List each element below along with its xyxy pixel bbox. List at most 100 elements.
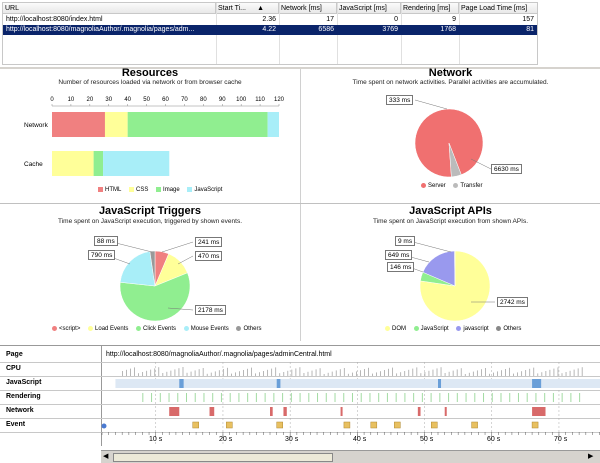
rendering-tick: [413, 393, 415, 402]
row-network: 6586: [318, 26, 334, 33]
event-marker: [101, 423, 107, 429]
callout-leader: [177, 255, 194, 265]
js-triggers-pie: [107, 241, 194, 322]
timeline-tracks[interactable]: [0, 346, 600, 463]
col-javascript-header[interactable]: JavaScript [ms]: [337, 3, 401, 14]
bar-segment: [52, 151, 94, 176]
rendering-tick: [448, 393, 450, 402]
cpu-tick: [444, 373, 446, 376]
table-row-selected[interactable]: http://localhost:8080/magnoliaAuthor/.ma…: [3, 25, 537, 35]
event-marker: [471, 421, 478, 429]
cpu-tick: [541, 372, 543, 376]
cpu-tick: [222, 369, 224, 376]
cpu-tick: [380, 371, 381, 376]
network-block: [532, 407, 546, 416]
cpu-tick: [122, 371, 123, 376]
callout-leader: [412, 241, 452, 253]
cpu-tick: [214, 371, 216, 376]
timeline-label-divider[interactable]: [101, 346, 102, 446]
event-marker: [226, 421, 233, 429]
col-network-header[interactable]: Network [ms]: [279, 3, 337, 14]
rendering-tick: [395, 393, 397, 402]
rendering-tick: [229, 393, 231, 402]
callout-leader: [470, 158, 492, 170]
rendering-tick: [474, 393, 476, 402]
cpu-tick: [400, 372, 402, 376]
legend-server: Server: [421, 183, 446, 189]
cpu-tick: [146, 370, 148, 376]
col-rendering-header[interactable]: Rendering [ms]: [401, 3, 459, 14]
cpu-tick: [182, 367, 184, 376]
x-label: 70 s: [554, 436, 568, 443]
legend-javascript: JavaScript: [187, 187, 222, 193]
cpu-tick: [259, 372, 260, 376]
rendering-tick: [579, 393, 581, 402]
x-tick-label: 30: [105, 97, 112, 103]
rendering-tick: [404, 393, 406, 402]
timeline-label-page: Page: [6, 351, 23, 358]
legend-html: HTML: [98, 187, 121, 193]
network-title: Network: [428, 67, 473, 79]
scroll-left-icon[interactable]: ◀: [103, 453, 109, 460]
cpu-tick: [295, 368, 297, 376]
rendering-tick: [238, 393, 240, 402]
cpu-tick: [364, 369, 365, 376]
scroll-right-icon[interactable]: ▶: [588, 453, 594, 460]
cpu-tick: [283, 372, 285, 376]
cpu-tick: [533, 367, 535, 376]
cpu-tick: [368, 367, 369, 376]
callout-leader: [414, 99, 448, 110]
cpu-tick: [561, 373, 563, 376]
rendering-tick: [378, 393, 380, 402]
col-rendering-label: Rendering [ms]: [403, 5, 451, 12]
splitter[interactable]: [0, 67, 600, 69]
cpu-tick: [138, 373, 139, 376]
sort-asc-icon: ▲: [257, 5, 264, 12]
rendering-tick: [317, 393, 319, 402]
cpu-tick: [440, 367, 442, 376]
timeline-label-rendering: Rendering: [6, 393, 41, 400]
event-marker: [343, 421, 351, 429]
cpu-tick: [347, 373, 349, 376]
cpu-tick: [476, 370, 478, 376]
js-apis-legend: DOM JavaScript javascript Others: [385, 326, 527, 332]
x-tick-label: 10: [68, 97, 75, 103]
pie-label-dom: 2742 ms: [497, 297, 528, 307]
legend-load-events: Load Events: [88, 326, 128, 332]
cpu-tick: [311, 370, 313, 376]
cpu-tick: [315, 369, 317, 376]
rendering-tick: [273, 393, 275, 402]
javascript-band: [115, 379, 600, 388]
x-tick-label: 60: [162, 97, 169, 103]
scroll-thumb[interactable]: [113, 453, 333, 462]
timeline-scrollbar[interactable]: ◀ ▶: [101, 450, 600, 463]
col-start-header[interactable]: Start Ti... ▲: [216, 3, 279, 14]
javascript-block: [276, 379, 281, 388]
rendering-tick: [168, 393, 170, 402]
table-row[interactable]: http://localhost:8080/index.html 2.36 17…: [3, 15, 537, 25]
cpu-tick: [343, 368, 345, 376]
timeline-label-cpu: CPU: [6, 365, 21, 372]
event-marker: [276, 421, 283, 429]
cpu-tick: [130, 368, 131, 376]
cpu-tick: [416, 367, 418, 376]
resources-chart: 0 10 20 30 40 50 60 70 80 90 100 110 120 Network Cache: [24, 97, 285, 176]
cpu-tick: [190, 371, 192, 376]
cpu-tick: [384, 370, 385, 376]
row-javascript: 3769: [382, 26, 398, 33]
col-load-header[interactable]: Page Load Time [ms]: [459, 3, 537, 14]
resources-legend: HTML CSS Image JavaScript: [98, 187, 228, 193]
pie-label-load: 470 ms: [195, 251, 223, 261]
row-network: 17: [326, 16, 334, 23]
cpu-tick: [351, 372, 353, 376]
cpu-tick: [327, 372, 329, 376]
cpu-tick: [142, 372, 144, 376]
x-tick-label: 110: [255, 97, 265, 103]
legend-script: <script>: [52, 326, 80, 332]
col-url-header[interactable]: URL: [3, 3, 216, 14]
timeline-page-url[interactable]: http://localhost:8080/magnoliaAuthor/.ma…: [106, 351, 332, 358]
x-tick-label: 0: [50, 97, 54, 103]
row-url: http://localhost:8080/index.html: [6, 16, 103, 23]
cpu-tick: [452, 370, 454, 376]
x-label: 20 s: [219, 436, 233, 443]
